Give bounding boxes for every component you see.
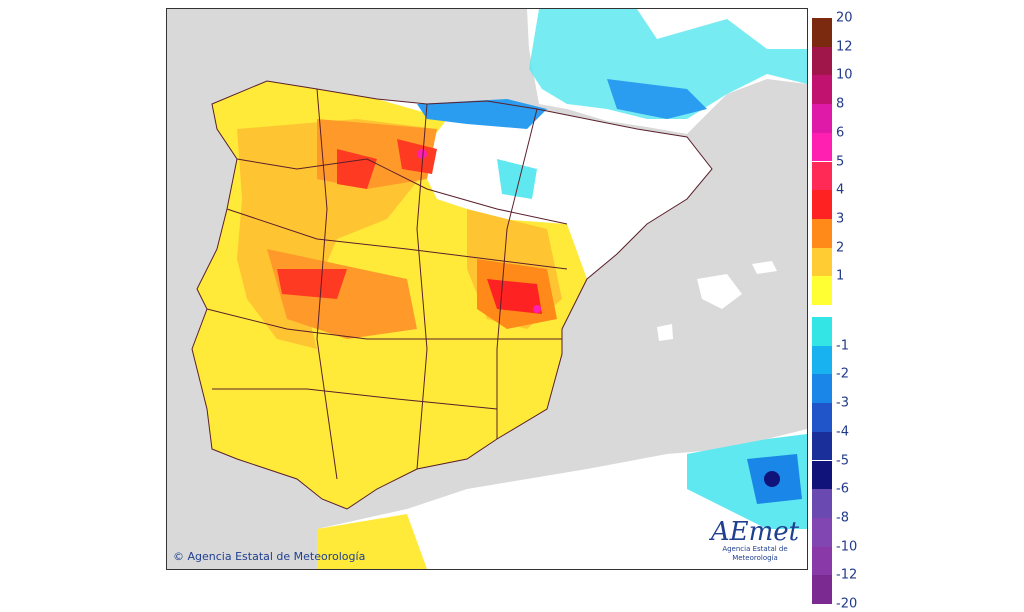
copyright-notice: © Agencia Estatal de Meteorología bbox=[173, 550, 366, 563]
legend-swatch bbox=[812, 161, 832, 191]
legend-swatch bbox=[812, 104, 832, 133]
legend-swatch bbox=[812, 190, 832, 219]
africa-cold-spot bbox=[764, 471, 780, 487]
legend-label: -3 bbox=[836, 395, 849, 411]
map-canvas bbox=[167, 9, 807, 569]
legend-swatch bbox=[812, 374, 832, 404]
legend-label: 10 bbox=[836, 67, 853, 83]
legend-label: 5 bbox=[836, 154, 845, 169]
legend-label: 20 bbox=[836, 10, 853, 26]
legend-swatch bbox=[812, 460, 832, 490]
aemet-logo: AEmet Agencia Estatal de Meteorología bbox=[709, 519, 801, 563]
legend-label: -12 bbox=[836, 567, 858, 583]
legend-label: -5 bbox=[836, 453, 849, 468]
legend-label: -6 bbox=[836, 481, 849, 497]
legend-label: -1 bbox=[836, 338, 849, 354]
legend-label: -20 bbox=[836, 596, 858, 612]
north-africa-land bbox=[317, 429, 807, 569]
legend-swatch bbox=[812, 132, 832, 162]
legend-swatch bbox=[812, 247, 832, 277]
cantabrian-cool-area bbox=[417, 99, 547, 129]
legend-swatch bbox=[812, 218, 832, 248]
legend-swatch bbox=[812, 18, 832, 47]
color-legend: 20 12 10 8 6 5 4 3 2 1 -1 -2 -3 -4 -5 -6 -8 -10 -12 -20 bbox=[812, 11, 872, 612]
legend-label: 4 bbox=[836, 182, 845, 198]
peak-spot-2 bbox=[533, 305, 541, 313]
legend-label: -4 bbox=[836, 424, 849, 440]
legend-swatch bbox=[812, 575, 832, 604]
menorca-island bbox=[752, 261, 777, 274]
legend-swatch bbox=[812, 403, 832, 432]
legend-swatch bbox=[812, 431, 832, 461]
legend-swatch bbox=[812, 46, 832, 76]
legend-swatch bbox=[812, 517, 832, 547]
africa-warm-area bbox=[317, 514, 427, 569]
legend-label: -10 bbox=[836, 539, 858, 555]
legend-label: -2 bbox=[836, 366, 849, 382]
legend-swatch bbox=[812, 345, 832, 375]
mallorca-island bbox=[697, 274, 742, 309]
legend-swatch bbox=[812, 489, 832, 518]
hot-spot-2 bbox=[397, 139, 437, 174]
ibiza-island bbox=[657, 324, 673, 341]
hot-spot-3 bbox=[277, 269, 347, 299]
peak-spot-1 bbox=[417, 149, 427, 159]
logo-subtitle: Agencia Estatal de Meteorología bbox=[722, 545, 788, 562]
temperature-anomaly-map: © Agencia Estatal de Meteorología AEmet … bbox=[166, 8, 808, 570]
legend-swatch bbox=[812, 317, 832, 346]
legend-label: 1 bbox=[836, 268, 845, 284]
legend-swatch bbox=[812, 75, 832, 105]
legend-label: 3 bbox=[836, 211, 845, 227]
legend-label: 2 bbox=[836, 240, 845, 256]
logo-word: AEmet bbox=[710, 517, 800, 547]
legend-swatch bbox=[812, 276, 832, 305]
legend-label: 12 bbox=[836, 39, 853, 55]
province-borders bbox=[191, 80, 713, 510]
legend-label: -8 bbox=[836, 510, 849, 526]
legend-label: 8 bbox=[836, 96, 845, 112]
ebro-cool-area bbox=[497, 159, 537, 199]
france-cool-area bbox=[529, 9, 807, 119]
legend-label: 6 bbox=[836, 125, 845, 141]
legend-swatch bbox=[812, 546, 832, 576]
france-cold-area bbox=[607, 79, 707, 119]
